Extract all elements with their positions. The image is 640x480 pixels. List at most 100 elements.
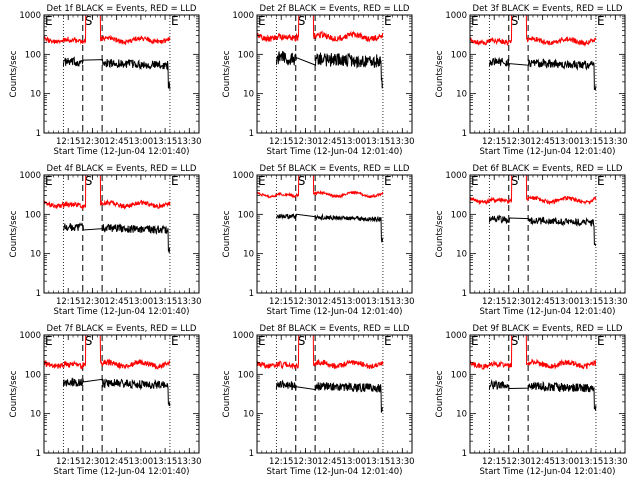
x-tick-label: 12:30 xyxy=(293,297,318,307)
x-tick-label: 13:00 xyxy=(555,137,580,147)
y-tick-label: 1000 xyxy=(232,331,254,341)
y-axis-label: Counts/sec xyxy=(435,210,445,257)
series-lld-line xyxy=(257,335,384,370)
panel-title: Det 9f BLACK = Events, RED = LLD xyxy=(473,324,623,334)
x-tick-label: 13:30 xyxy=(390,297,415,307)
series-lld-line xyxy=(44,15,171,46)
marker-s: S xyxy=(85,14,93,28)
panel-title: Det 8f BLACK = Events, RED = LLD xyxy=(260,324,410,334)
series-lld-line xyxy=(470,175,597,206)
x-tick-label: 12:45 xyxy=(104,297,129,307)
y-tick-label: 1000 xyxy=(19,11,41,21)
x-tick-label: 12:45 xyxy=(317,457,342,467)
marker-e-start: E xyxy=(471,14,479,28)
x-tick-label: 13:30 xyxy=(177,457,202,467)
series-lld-line xyxy=(470,15,597,47)
series-events-line xyxy=(276,213,384,243)
series-events-line xyxy=(62,377,171,407)
series-lld-line xyxy=(44,335,171,370)
y-tick-label: 10 xyxy=(30,250,41,260)
panel-title: Det 5f BLACK = Events, RED = LLD xyxy=(260,164,410,174)
x-axis-label: Start Time (12-Jun-04 12:01:40) xyxy=(54,307,190,317)
x-tick-label: 12:15 xyxy=(482,457,507,467)
y-axis-label: Counts/sec xyxy=(222,50,232,97)
y-tick-label: 1000 xyxy=(19,331,41,341)
y-tick-label: 1000 xyxy=(445,171,467,181)
y-tick-label: 100 xyxy=(25,50,41,60)
x-tick-label: 13:15 xyxy=(579,137,604,147)
marker-e-end: E xyxy=(171,174,179,188)
marker-e-end: E xyxy=(597,174,605,188)
x-tick-label: 13:15 xyxy=(366,297,391,307)
y-tick-label: 100 xyxy=(451,50,467,60)
x-tick-label: 12:45 xyxy=(530,297,555,307)
panel-title: Det 4f BLACK = Events, RED = LLD xyxy=(47,164,197,174)
marker-e-start: E xyxy=(45,334,53,348)
x-tick-label: 12:15 xyxy=(269,297,294,307)
y-tick-label: 1 xyxy=(36,129,41,139)
y-axis-label: Counts/sec xyxy=(9,50,19,97)
x-tick-label: 12:15 xyxy=(56,297,81,307)
plot-frame xyxy=(469,334,626,454)
y-tick-label: 1 xyxy=(249,289,254,299)
y-tick-label: 10 xyxy=(243,90,254,100)
marker-e-end: E xyxy=(597,334,605,348)
x-tick-label: 12:30 xyxy=(80,137,105,147)
y-axis-label: Counts/sec xyxy=(435,50,445,97)
x-tick-label: 13:30 xyxy=(390,137,415,147)
x-axis-label: Start Time (12-Jun-04 12:01:40) xyxy=(267,147,403,157)
y-tick-label: 100 xyxy=(25,370,41,380)
panel-title: Det 1f BLACK = Events, RED = LLD xyxy=(47,4,197,14)
marker-s: S xyxy=(298,14,306,28)
x-tick-label: 12:30 xyxy=(506,137,531,147)
x-tick-label: 13:15 xyxy=(153,457,178,467)
x-tick-label: 12:45 xyxy=(317,297,342,307)
x-tick-label: 12:45 xyxy=(317,137,342,147)
y-tick-label: 10 xyxy=(456,90,467,100)
series-events-line xyxy=(275,379,384,413)
y-tick-label: 100 xyxy=(238,210,254,220)
x-tick-label: 13:15 xyxy=(153,137,178,147)
x-tick-label: 13:30 xyxy=(603,297,628,307)
y-tick-label: 100 xyxy=(238,370,254,380)
marker-s: S xyxy=(85,334,93,348)
series-events-line xyxy=(275,51,384,89)
x-tick-label: 12:15 xyxy=(269,457,294,467)
y-tick-label: 100 xyxy=(451,370,467,380)
x-tick-label: 13:30 xyxy=(177,137,202,147)
marker-e-end: E xyxy=(597,14,605,28)
marker-s: S xyxy=(511,174,519,188)
x-axis-label: Start Time (12-Jun-04 12:01:40) xyxy=(54,467,190,477)
x-tick-label: 12:30 xyxy=(506,457,531,467)
x-tick-label: 12:30 xyxy=(293,137,318,147)
series-events-line xyxy=(488,378,597,411)
x-tick-label: 12:45 xyxy=(530,457,555,467)
marker-s: S xyxy=(511,14,519,28)
x-tick-label: 13:00 xyxy=(129,457,154,467)
marker-s: S xyxy=(511,334,519,348)
marker-e-end: E xyxy=(384,14,392,28)
y-axis-label: Counts/sec xyxy=(222,370,232,417)
marker-e-start: E xyxy=(258,174,266,188)
x-tick-label: 12:15 xyxy=(269,137,294,147)
marker-e-start: E xyxy=(45,14,53,28)
marker-s: S xyxy=(298,174,306,188)
series-lld-line xyxy=(44,175,171,210)
marker-e-start: E xyxy=(258,334,266,348)
y-tick-label: 1000 xyxy=(232,171,254,181)
x-tick-label: 12:45 xyxy=(530,137,555,147)
x-tick-label: 12:30 xyxy=(80,457,105,467)
marker-e-start: E xyxy=(45,174,53,188)
y-tick-label: 1 xyxy=(249,449,254,459)
y-tick-label: 1 xyxy=(36,449,41,459)
y-tick-label: 10 xyxy=(456,250,467,260)
plot-frame xyxy=(469,14,626,134)
x-tick-label: 12:30 xyxy=(506,297,531,307)
